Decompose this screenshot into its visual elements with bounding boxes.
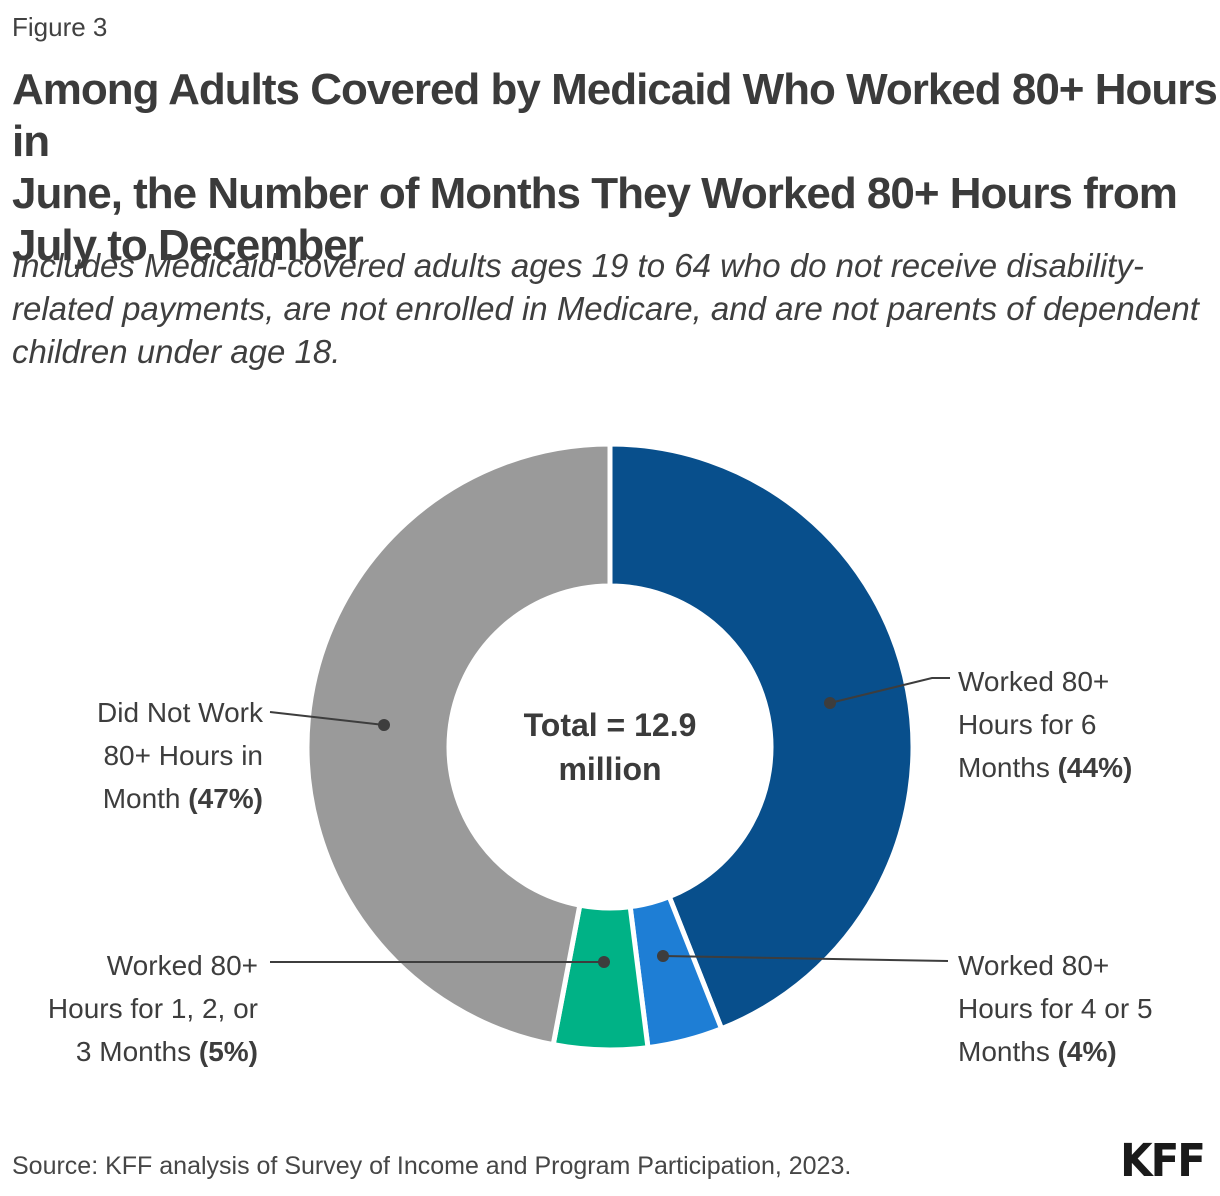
source-note: Source: KFF analysis of Survey of Income… bbox=[12, 1152, 852, 1180]
leader-line-worked-4-or-5-months bbox=[662, 955, 949, 962]
leader-line-worked-6-months bbox=[829, 677, 950, 704]
chart-subtitle: Includes Medicaid-covered adults ages 19… bbox=[12, 247, 1199, 370]
leader-line-did-not-work-80-hours bbox=[269, 711, 385, 726]
slice-label-worked-6-months: Worked 80+ Hours for 6 Months (44%) bbox=[958, 666, 1133, 783]
figure-label: Figure 3 bbox=[12, 12, 108, 42]
slice-label-worked-1-2-or-3-months: Worked 80+ Hours for 1, 2, or 3 Months (5%… bbox=[47, 950, 258, 1067]
leader-dot-worked-6-months bbox=[824, 697, 836, 709]
donut-slice-did-not-work-80-hours bbox=[304, 441, 613, 1048]
donut-center-total: Total = 12.9 million bbox=[523, 707, 697, 787]
kff-logo: KFF bbox=[1120, 1134, 1206, 1187]
slice-label-worked-4-or-5-months: Worked 80+ Hours for 4 or 5 Months (4%) bbox=[958, 950, 1153, 1067]
donut-slice-worked-6-months bbox=[607, 441, 916, 1032]
chart-title: Among Adults Covered by Medicaid Who Wor… bbox=[12, 65, 1218, 270]
leader-dot-worked-1-2-or-3-months bbox=[598, 956, 610, 968]
slice-label-did-not-work-80-hours: Did Not Work 80+ Hours in Month (47%) bbox=[97, 697, 263, 814]
leader-dot-did-not-work-80-hours bbox=[378, 719, 390, 731]
leader-dot-worked-4-or-5-months bbox=[657, 950, 669, 962]
